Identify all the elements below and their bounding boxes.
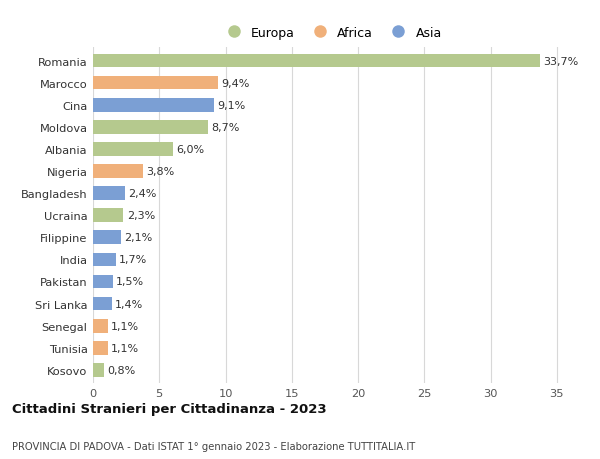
Text: 9,1%: 9,1% bbox=[217, 101, 245, 111]
Legend: Europa, Africa, Asia: Europa, Africa, Asia bbox=[218, 24, 445, 42]
Text: Cittadini Stranieri per Cittadinanza - 2023: Cittadini Stranieri per Cittadinanza - 2… bbox=[12, 403, 326, 415]
Bar bbox=[93, 165, 143, 179]
Text: PROVINCIA DI PADOVA - Dati ISTAT 1° gennaio 2023 - Elaborazione TUTTITALIA.IT: PROVINCIA DI PADOVA - Dati ISTAT 1° genn… bbox=[12, 441, 415, 451]
Text: 2,4%: 2,4% bbox=[128, 189, 157, 199]
Text: 3,8%: 3,8% bbox=[146, 167, 175, 177]
Text: 2,3%: 2,3% bbox=[127, 211, 155, 221]
Bar bbox=[93, 143, 173, 157]
Text: 1,5%: 1,5% bbox=[116, 277, 145, 287]
Text: 1,1%: 1,1% bbox=[111, 343, 139, 353]
Text: 8,7%: 8,7% bbox=[212, 123, 240, 133]
Bar bbox=[93, 209, 124, 223]
Text: 0,8%: 0,8% bbox=[107, 365, 135, 375]
Text: 2,1%: 2,1% bbox=[124, 233, 152, 243]
Bar bbox=[93, 99, 214, 112]
Bar bbox=[93, 187, 125, 201]
Bar bbox=[93, 231, 121, 245]
Bar bbox=[93, 319, 107, 333]
Bar bbox=[93, 363, 104, 377]
Bar bbox=[93, 77, 218, 90]
Bar bbox=[93, 121, 208, 134]
Bar bbox=[93, 341, 107, 355]
Bar bbox=[93, 55, 539, 68]
Bar bbox=[93, 297, 112, 311]
Text: 1,1%: 1,1% bbox=[111, 321, 139, 331]
Bar bbox=[93, 253, 116, 267]
Text: 33,7%: 33,7% bbox=[543, 56, 578, 67]
Text: 9,4%: 9,4% bbox=[221, 78, 249, 89]
Text: 1,4%: 1,4% bbox=[115, 299, 143, 309]
Text: 1,7%: 1,7% bbox=[119, 255, 147, 265]
Text: 6,0%: 6,0% bbox=[176, 145, 204, 155]
Bar bbox=[93, 275, 113, 289]
